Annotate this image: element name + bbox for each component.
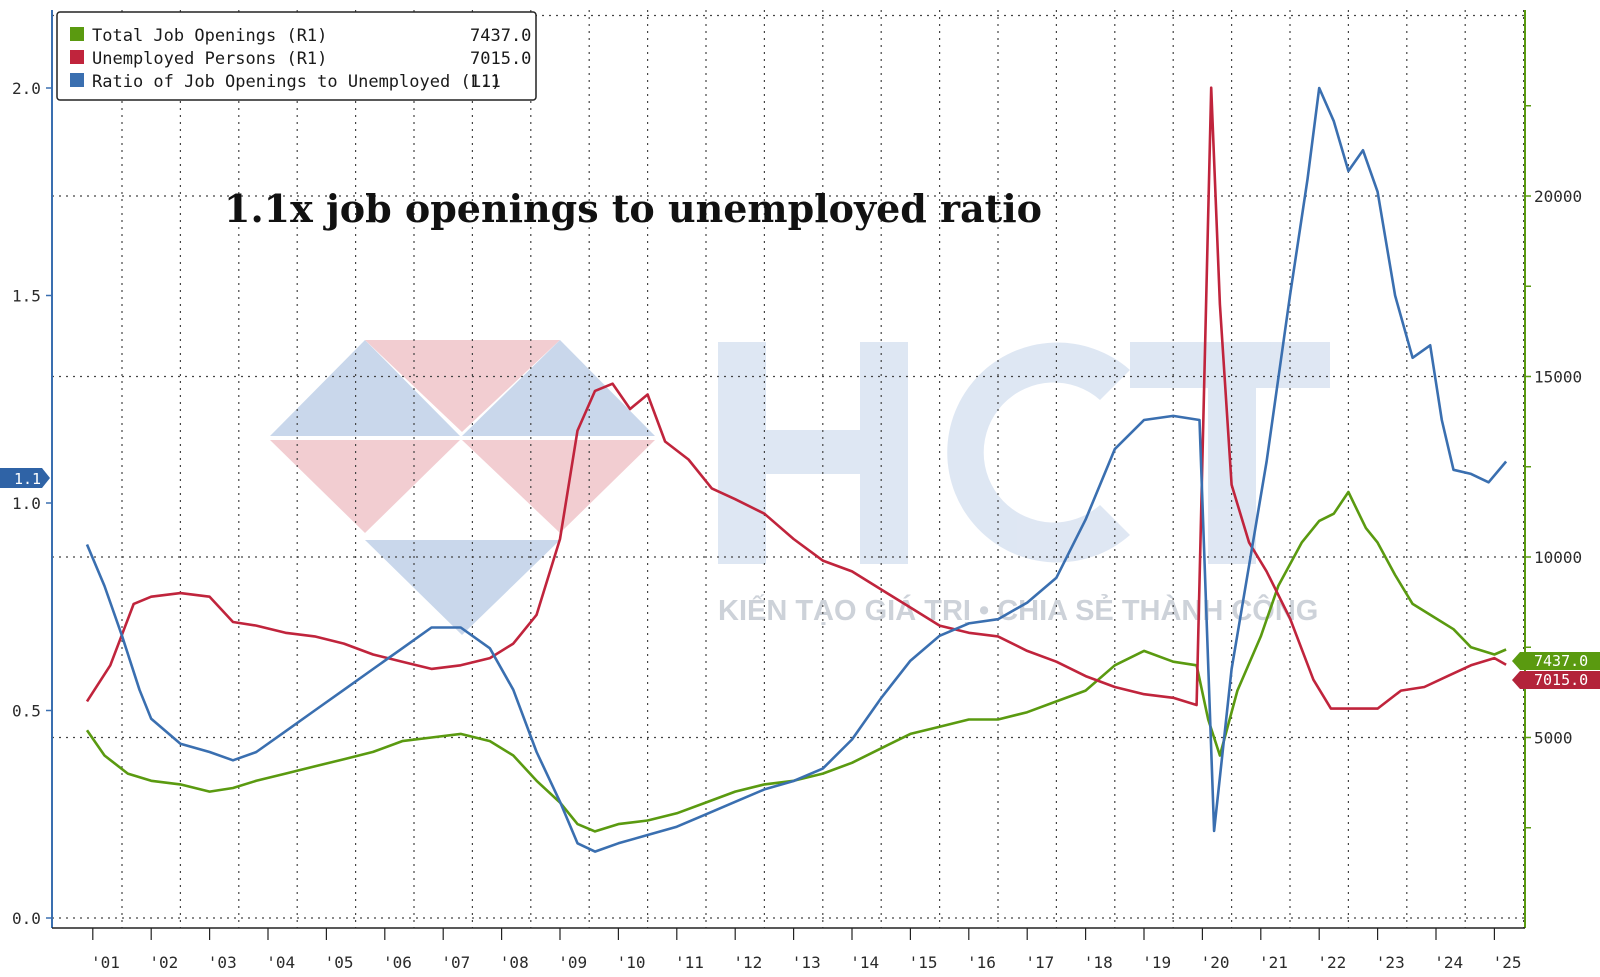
right-tick-label: 5000 (1534, 729, 1573, 748)
right-tick-labels: 5000 10000 15000 20000 (1534, 187, 1582, 748)
right-tag-unemployed-text: 7015.0 (1534, 671, 1588, 689)
x-tick-label: '17 (1025, 953, 1054, 972)
legend: Total Job Openings (R1) 7437.0 Unemploye… (56, 11, 537, 101)
legend-swatch-unemployed (70, 50, 84, 64)
left-tick-label: 0.5 (12, 702, 41, 721)
x-tick-label: '15 (909, 953, 938, 972)
x-tick-label: '22 (1317, 953, 1346, 972)
left-tick-labels: 0.0 0.5 1.0 1.5 2.0 (12, 79, 41, 928)
x-tick-label: '23 (1376, 953, 1405, 972)
x-tick-label: '09 (558, 953, 587, 972)
chart-annotation: 1.1x job openings to unemployed ratio (224, 186, 1042, 231)
right-tick-label: 10000 (1534, 548, 1582, 567)
x-tick-label: '03 (208, 953, 237, 972)
right-last-value-tag-openings: 7437.0 (1512, 652, 1600, 670)
x-tick-label: '24 (1434, 953, 1463, 972)
series-layer (85, 86, 1508, 853)
x-tick-label: '12 (733, 953, 762, 972)
left-tick-label: 1.5 (12, 287, 41, 306)
x-tick-labels: '01 '02 '03 '04 '05 '06 '07 '08 '09 '10 '11 '12 '13 '… (91, 953, 1522, 972)
hct-watermark-logo (270, 340, 1330, 635)
x-tick-label: '16 (967, 953, 996, 972)
legend-label: Unemployed Persons (R1) (92, 49, 327, 69)
x-tick-label: '14 (850, 953, 879, 972)
legend-entry: Unemployed Persons (R1) 7015.0 (70, 49, 531, 69)
legend-entry: Ratio of Job Openings to Unemployed (L1)… (70, 72, 501, 92)
x-tick-label: '11 (675, 953, 704, 972)
legend-value: 1.1 (470, 72, 501, 92)
watermark-tagline: KIẾN TẠO GIÁ TRỊ • CHIA SẺ THÀNH CÔNG (718, 593, 1318, 627)
legend-value: 7015.0 (470, 49, 531, 69)
x-tick-label: '06 (383, 953, 412, 972)
legend-box (56, 11, 537, 101)
x-tick-label: '18 (1084, 953, 1113, 972)
x-tick-label: '02 (149, 953, 178, 972)
left-tick-label: 0.0 (12, 909, 41, 928)
x-tick-label: '19 (1142, 953, 1171, 972)
axes (46, 10, 1531, 940)
series-line-total-job-openings-r1 (85, 490, 1507, 833)
legend-swatch-ratio (70, 73, 84, 87)
legend-label: Total Job Openings (R1) (92, 26, 327, 46)
left-last-value-text: 1.1 (14, 470, 41, 488)
x-tick-label: '13 (792, 953, 821, 972)
series-line-unemployed-persons-r1 (85, 86, 1507, 710)
right-last-value-tag-unemployed: 7015.0 (1512, 671, 1600, 689)
x-tick-label: '10 (617, 953, 646, 972)
legend-value: 7437.0 (470, 26, 531, 46)
legend-label: Ratio of Job Openings to Unemployed (L1) (92, 72, 501, 92)
series-line-ratio-of-job-openings-to-unemployed-l1 (85, 86, 1508, 853)
legend-swatch-job-openings (70, 27, 84, 41)
left-tick-label: 1.0 (12, 494, 41, 513)
x-tick-label: '25 (1493, 953, 1522, 972)
x-tick-label: '20 (1201, 953, 1230, 972)
x-tick-label: '07 (441, 953, 470, 972)
left-last-value-tag: 1.1 (0, 468, 50, 488)
right-tick-label: 15000 (1534, 368, 1582, 387)
left-tick-label: 2.0 (12, 79, 41, 98)
x-tick-label: '21 (1259, 953, 1288, 972)
x-tick-label: '05 (325, 953, 354, 972)
x-tick-label: '01 (91, 953, 120, 972)
legend-entry: Total Job Openings (R1) 7437.0 (70, 26, 531, 46)
x-tick-label: '08 (500, 953, 529, 972)
right-tick-label: 20000 (1534, 187, 1582, 206)
right-tag-openings-text: 7437.0 (1534, 652, 1588, 670)
x-tick-label: '04 (266, 953, 295, 972)
